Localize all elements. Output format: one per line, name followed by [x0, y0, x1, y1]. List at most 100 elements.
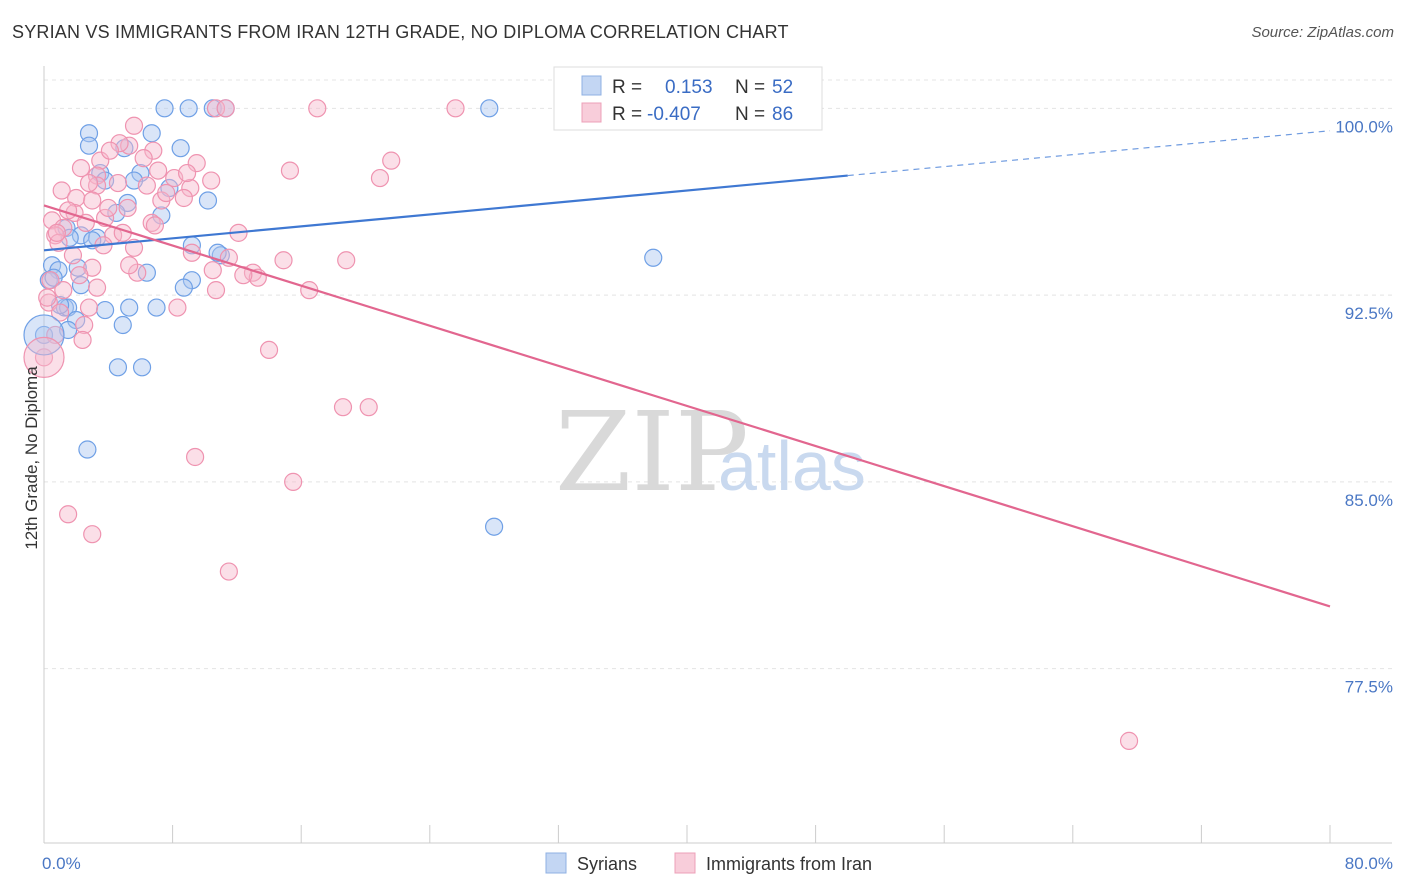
point-syrians: [171, 139, 190, 158]
point-iran: [75, 315, 94, 335]
point-syrians: [79, 136, 99, 155]
data-points: [23, 99, 1139, 750]
point-syrians: [644, 248, 663, 267]
point-iran: [308, 99, 327, 118]
point-iran: [1119, 731, 1139, 750]
point-iran: [177, 163, 197, 183]
tick-labels: 77.5% 85.0% 92.5% 100.0% 0.0% 80.0%: [42, 117, 1393, 873]
point-syrians: [132, 358, 152, 377]
legend-r-label-syrians: R =: [612, 77, 642, 98]
point-iran: [41, 271, 60, 290]
point-iran: [206, 281, 226, 300]
point-iran: [118, 198, 137, 218]
point-iran: [100, 141, 120, 160]
legend-swatch-syrians: [581, 75, 602, 96]
legend-n-syrians: 52: [772, 77, 793, 98]
point-iran: [216, 99, 235, 118]
legend-n-iran: 86: [772, 104, 793, 125]
point-syrians: [113, 315, 132, 335]
point-syrians: [179, 99, 198, 118]
bottom-legend-swatch-syrians: [545, 852, 567, 874]
point-iran: [99, 198, 118, 218]
point-syrians: [152, 206, 171, 225]
point-iran: [120, 256, 139, 275]
point-iran: [63, 246, 83, 265]
point-iran: [87, 278, 107, 297]
point-iran: [73, 330, 92, 350]
trend-line-syrians: [43, 174, 848, 252]
point-iran: [47, 223, 66, 242]
point-iran: [76, 213, 95, 232]
point-iran: [124, 238, 144, 257]
trend-line-syrians-extension: [847, 130, 1331, 177]
point-iran: [206, 99, 226, 118]
trend-lines: [43, 130, 1331, 608]
chart-title: SYRIAN VS IMMIGRANTS FROM IRAN 12TH GRAD…: [12, 22, 789, 42]
point-iran: [83, 191, 102, 210]
point-syrians: [115, 139, 134, 158]
point-iran: [50, 303, 70, 322]
point-iran: [274, 251, 293, 270]
point-iran: [446, 99, 465, 118]
point-iran: [59, 505, 78, 524]
point-iran: [142, 213, 161, 232]
point-iran: [70, 266, 89, 285]
point-iran: [174, 188, 193, 208]
point-iran: [203, 261, 222, 280]
point-syrians: [155, 99, 174, 118]
point-iran: [359, 398, 378, 417]
trend-line-iran: [43, 204, 1331, 608]
point-iran: [83, 525, 102, 544]
legend-n-label-iran: N =: [735, 104, 765, 125]
point-iran: [149, 161, 168, 180]
point-iran: [382, 151, 401, 170]
legend-swatch-iran: [581, 102, 602, 123]
point-syrians: [485, 517, 504, 536]
x-tick-label-min: 0.0%: [42, 854, 81, 873]
legend-r-iran: -0.407: [647, 104, 701, 125]
point-syrians: [78, 440, 97, 459]
big-point-syrians: [23, 314, 65, 356]
point-iran: [79, 298, 99, 317]
point-iran: [137, 176, 156, 195]
point-iran: [219, 562, 238, 581]
point-iran: [370, 168, 390, 188]
bottom-legend-label-syrians: Syrians: [577, 854, 637, 874]
point-iran: [144, 141, 163, 160]
point-syrians: [480, 99, 499, 118]
point-syrians: [95, 300, 115, 320]
gridlines: [44, 79, 1392, 670]
legend-r-syrians: 0.153: [665, 77, 713, 98]
point-iran: [259, 340, 279, 360]
y-axis-label: 12th Grade, No Diploma: [22, 366, 41, 550]
y-tick-label: 77.5%: [1345, 678, 1393, 697]
point-iran: [145, 216, 165, 235]
axes: [43, 66, 1392, 844]
legend-n-label-syrians: N =: [735, 77, 765, 98]
point-iran: [186, 447, 205, 467]
point-iran: [38, 288, 57, 307]
point-iran: [168, 298, 187, 317]
point-iran: [108, 173, 128, 193]
point-iran: [134, 149, 153, 168]
point-syrians: [147, 298, 166, 317]
point-iran: [181, 178, 200, 198]
watermark: ZIP atlas: [555, 388, 866, 516]
y-tick-label: 100.0%: [1335, 117, 1393, 136]
point-iran: [333, 398, 353, 417]
big-point-iran: [23, 336, 65, 378]
point-syrians: [142, 124, 161, 143]
point-syrians: [108, 358, 128, 377]
point-iran: [202, 171, 221, 190]
point-syrians: [79, 124, 99, 143]
point-iran: [157, 183, 176, 203]
point-syrians: [208, 243, 227, 262]
point-syrians: [137, 263, 156, 282]
point-iran: [284, 472, 303, 491]
point-iran: [52, 181, 71, 200]
point-iran: [91, 151, 110, 170]
point-syrians: [174, 278, 193, 297]
bottom-legend-swatch-iran: [674, 852, 696, 874]
point-iran: [187, 154, 206, 173]
point-iran: [280, 161, 300, 180]
